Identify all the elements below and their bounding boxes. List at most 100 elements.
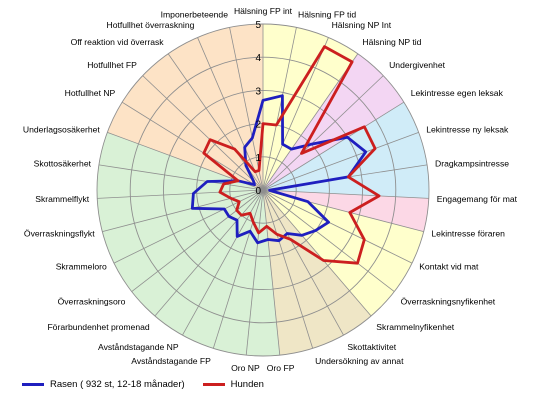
series-0-point-0	[262, 99, 264, 102]
legend: Rasen ( 932 st, 12-18 månader) Hunden	[22, 376, 282, 392]
category-label: Lekintresse föraren	[431, 229, 505, 239]
spoke-1	[262, 27, 297, 191]
spoke-8	[262, 189, 429, 199]
series-1-point-6	[374, 147, 376, 150]
spoke-17	[212, 189, 264, 349]
category-label: Imponerbeteende	[161, 10, 229, 20]
spoke-2	[262, 37, 329, 191]
tick-label-5: 5	[255, 20, 261, 31]
category-label: Överraskningsflykt	[24, 229, 95, 239]
spoke-11	[262, 189, 395, 292]
category-label: Hälsning FP int	[234, 6, 293, 16]
series-1-point-22	[229, 197, 232, 200]
series-1-point-0	[262, 122, 264, 125]
series-1-point-25	[237, 179, 239, 182]
series-0-point-13	[286, 232, 289, 235]
series-1-point-10	[363, 238, 366, 241]
category-label: Hotfullhet NP	[65, 88, 116, 98]
series-1-point-21	[238, 200, 241, 203]
series-1-point-5	[363, 125, 366, 128]
category-label: Överraskningsnyfikenhet	[401, 297, 496, 307]
category-label: Hotfullhet FP	[87, 60, 137, 70]
series-1-point-28	[233, 148, 236, 151]
series-0-point-28	[245, 164, 247, 167]
category-label: Dragkampsintresse	[435, 159, 509, 169]
series-lines	[190, 45, 381, 265]
series-0-point-14	[278, 239, 280, 242]
series-1-point-20	[235, 209, 238, 212]
spoke-12	[262, 189, 372, 317]
category-label: Förarbundenhet promenad	[47, 322, 149, 332]
spoke-16	[245, 189, 264, 356]
sector-1	[263, 53, 404, 191]
series-0-point-1	[281, 94, 284, 97]
spoke-23	[97, 189, 264, 199]
series-1-point-9	[348, 211, 351, 214]
series-1-point-13	[289, 238, 292, 241]
series-1-point-16	[257, 232, 260, 234]
tick-label-1: 1	[255, 153, 261, 164]
series-0-point-30	[251, 137, 254, 139]
series-1-point-30	[258, 169, 260, 172]
spoke-3	[262, 53, 359, 191]
series-0-point-21	[223, 208, 226, 210]
category-label: Lekintresse ny leksak	[426, 125, 509, 135]
series-1-point-18	[249, 212, 252, 215]
spoke-10	[262, 189, 413, 264]
series-line-1	[202, 45, 381, 265]
category-label: Skrammeloro	[56, 262, 107, 272]
series-1-point-23	[218, 191, 221, 194]
spoke-30	[229, 27, 264, 191]
category-label: Oro NP	[231, 363, 260, 373]
spoke-19	[154, 189, 264, 317]
series-0-point-11	[314, 229, 317, 232]
spoke-27	[142, 75, 264, 191]
sector-0	[263, 24, 358, 190]
tick-label-3: 3	[255, 86, 261, 97]
series-0-point-18	[236, 235, 239, 238]
series-0-point-17	[249, 230, 251, 233]
sector-7	[107, 24, 263, 190]
category-label: Hälsning NP Int	[332, 20, 392, 30]
category-label: Off reaktion vid överrask	[71, 37, 165, 47]
legend-label-rasen: Rasen ( 932 st, 12-18 månader)	[50, 378, 185, 390]
legend-swatch-rasen	[22, 382, 44, 386]
series-1-point-8	[378, 194, 380, 197]
series-1-point-7	[347, 176, 350, 178]
series-0-point-5	[346, 136, 349, 139]
spoke-26	[121, 101, 264, 191]
series-1-point-26	[202, 152, 205, 155]
series-0-point-6	[364, 151, 367, 153]
spoke-4	[262, 75, 384, 191]
series-1-point-14	[276, 233, 278, 236]
category-label: Avståndstagande FP	[131, 356, 211, 366]
sector-5	[263, 190, 372, 356]
series-1-point-24	[222, 183, 225, 185]
spoke-13	[262, 189, 344, 336]
spoke-20	[131, 189, 264, 292]
series-0-point-20	[227, 215, 230, 218]
category-label: Kontakt vid mat	[419, 262, 479, 272]
sector-6	[96, 132, 280, 357]
series-0-point-10	[327, 221, 330, 224]
tick-label-0: 0	[255, 186, 261, 197]
category-label: Avståndstagande NP	[98, 342, 179, 352]
series-0-point-24	[206, 180, 209, 183]
series-1-point-3	[351, 61, 354, 63]
series-1-point-19	[240, 214, 243, 217]
radial-tick-labels: 0 1 2 3 4 5	[255, 20, 261, 197]
series-0-point-9	[307, 200, 309, 203]
series-1-point-27	[209, 138, 211, 141]
spoke-29	[197, 37, 264, 191]
series-0-point-4	[310, 143, 313, 146]
series-1-point-4	[300, 152, 303, 155]
category-label: Lekintresse egen leksak	[411, 88, 504, 98]
spoke-5	[262, 101, 405, 191]
series-1-point-29	[254, 170, 257, 173]
series-1-point-11	[356, 262, 359, 265]
spoke-15	[262, 189, 281, 356]
tick-label-2: 2	[255, 120, 261, 131]
legend-item-hunden: Hunden	[202, 379, 264, 390]
series-1-point-1	[275, 124, 278, 126]
series-1-point-15	[265, 225, 268, 228]
